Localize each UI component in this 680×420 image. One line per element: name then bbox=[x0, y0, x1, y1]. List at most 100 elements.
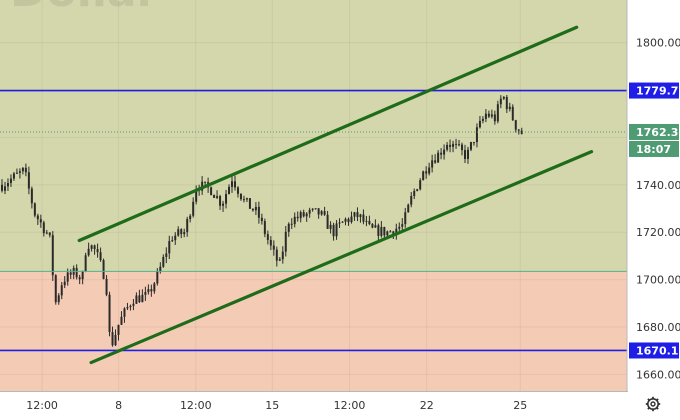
candle bbox=[395, 223, 398, 240]
candle bbox=[186, 216, 189, 237]
candle bbox=[326, 210, 329, 229]
candle bbox=[493, 110, 496, 125]
candle bbox=[219, 194, 222, 210]
candle bbox=[308, 207, 311, 218]
candle bbox=[248, 198, 251, 209]
candle bbox=[466, 146, 469, 164]
candle bbox=[180, 228, 183, 239]
last-price-badge: 1762.31 bbox=[629, 123, 680, 140]
candle bbox=[362, 209, 365, 225]
candle bbox=[132, 299, 135, 311]
candle bbox=[239, 193, 242, 201]
y-tick-label: 1720.00 bbox=[636, 226, 680, 239]
time-axis[interactable] bbox=[0, 391, 680, 416]
candle bbox=[463, 144, 466, 164]
candle bbox=[36, 213, 39, 225]
candle bbox=[302, 209, 305, 218]
candle bbox=[401, 218, 404, 232]
candle bbox=[33, 202, 36, 218]
candle bbox=[296, 211, 299, 222]
candle bbox=[344, 217, 347, 226]
support-badge-text: 1670.10 bbox=[636, 344, 680, 357]
candle bbox=[478, 115, 481, 129]
candle bbox=[455, 138, 458, 149]
candle bbox=[228, 184, 231, 195]
channel-upper-line[interactable] bbox=[77, 25, 579, 243]
resistance-badge-text: 1779.79 bbox=[636, 85, 680, 98]
candle bbox=[225, 189, 228, 209]
candle bbox=[48, 232, 51, 238]
candle bbox=[242, 195, 245, 203]
candle bbox=[338, 218, 341, 228]
candle bbox=[96, 243, 99, 258]
candle bbox=[213, 194, 216, 198]
candle bbox=[260, 213, 263, 225]
candle bbox=[78, 274, 81, 285]
candle bbox=[6, 178, 9, 192]
candle bbox=[126, 302, 129, 311]
candle bbox=[18, 168, 21, 179]
support-badge: 1670.10 bbox=[629, 342, 680, 359]
candle bbox=[93, 244, 96, 255]
candle bbox=[287, 222, 290, 237]
candle bbox=[123, 307, 126, 323]
candle bbox=[87, 242, 90, 257]
candle bbox=[407, 203, 410, 213]
candle bbox=[487, 110, 490, 119]
candle bbox=[404, 207, 407, 228]
candle bbox=[192, 197, 195, 218]
candle bbox=[290, 218, 293, 230]
candle bbox=[135, 292, 138, 304]
candle bbox=[323, 206, 326, 216]
candle bbox=[257, 201, 260, 224]
candle bbox=[469, 141, 472, 152]
x-tick-label: 15 bbox=[265, 399, 279, 412]
candle bbox=[368, 215, 371, 226]
y-tick-label: 1800.00 bbox=[636, 37, 680, 50]
candle bbox=[410, 192, 413, 208]
candle bbox=[183, 228, 186, 238]
candle bbox=[236, 186, 239, 198]
candle bbox=[398, 222, 401, 232]
countdown-badge: 18:07 bbox=[629, 140, 679, 157]
candle bbox=[311, 208, 314, 212]
candle bbox=[216, 190, 219, 200]
candle bbox=[81, 270, 84, 285]
candle bbox=[162, 254, 165, 268]
candle bbox=[502, 96, 505, 101]
candle bbox=[63, 276, 66, 289]
candle bbox=[434, 154, 437, 164]
gear-tooth bbox=[655, 406, 659, 410]
candle bbox=[272, 240, 275, 256]
candle bbox=[278, 257, 281, 262]
candle bbox=[520, 127, 523, 135]
candle bbox=[75, 264, 78, 280]
candle bbox=[90, 244, 93, 252]
x-tick-label: 12:00 bbox=[180, 399, 212, 412]
candle bbox=[332, 222, 335, 241]
gear-tooth bbox=[647, 398, 651, 402]
candle bbox=[251, 208, 254, 212]
candle bbox=[269, 236, 272, 251]
candle bbox=[425, 166, 428, 179]
x-tick-label: 12:00 bbox=[26, 399, 58, 412]
candle bbox=[9, 174, 12, 187]
candle bbox=[117, 324, 120, 341]
candle bbox=[30, 186, 33, 209]
candle bbox=[413, 188, 416, 200]
channel-lower-line[interactable] bbox=[89, 150, 594, 365]
candle bbox=[359, 213, 362, 223]
candle bbox=[21, 167, 24, 175]
candle bbox=[514, 119, 517, 133]
candle bbox=[105, 275, 108, 297]
candle bbox=[84, 252, 87, 273]
candle bbox=[231, 176, 234, 193]
candle bbox=[102, 258, 105, 280]
watermark: Dollar bbox=[10, 0, 159, 17]
gear-icon[interactable] bbox=[645, 396, 661, 412]
candle bbox=[153, 281, 156, 294]
candle bbox=[335, 220, 338, 240]
candle bbox=[45, 229, 48, 235]
